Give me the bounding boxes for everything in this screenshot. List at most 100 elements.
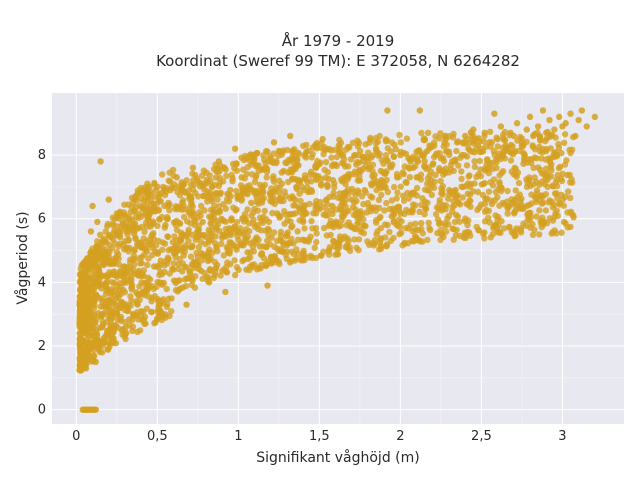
scatter-point <box>471 163 479 171</box>
scatter-point <box>240 156 247 164</box>
scatter-point <box>143 238 150 245</box>
scatter-point <box>409 189 417 196</box>
scatter-point <box>346 144 353 151</box>
scatter-point <box>290 202 297 209</box>
scatter-point <box>533 155 540 162</box>
scatter-point <box>480 138 487 145</box>
scatter-point <box>283 231 291 238</box>
scatter-point <box>244 191 251 198</box>
scatter-point <box>76 271 84 278</box>
scatter-point <box>212 189 219 197</box>
scatter-point <box>496 172 503 179</box>
scatter-point <box>158 297 165 304</box>
scatter-point <box>295 150 303 158</box>
scatter-point <box>554 195 561 202</box>
scatter-point <box>208 183 216 190</box>
scatter-point <box>171 250 179 257</box>
scatter-point <box>152 208 159 215</box>
scatter-point <box>128 194 136 201</box>
scatter-point <box>286 132 294 140</box>
scatter-point <box>125 248 132 255</box>
scatter-point <box>223 172 230 179</box>
scatter-point <box>173 174 180 181</box>
scatter-point <box>369 194 376 201</box>
scatter-point <box>201 207 208 214</box>
scatter-point <box>99 250 106 257</box>
scatter-point <box>494 229 502 236</box>
scatter-point <box>113 231 121 238</box>
scatter-point <box>294 228 301 235</box>
scatter-point <box>134 301 141 308</box>
scatter-point <box>155 194 162 202</box>
scatter-point <box>508 196 515 203</box>
scatter-point <box>318 175 325 183</box>
scatter-point <box>313 230 320 237</box>
scatter-point <box>90 310 98 318</box>
scatter-point <box>536 207 543 214</box>
scatter-point <box>159 246 166 253</box>
scatter-point <box>122 318 129 326</box>
scatter-point <box>263 216 270 223</box>
scatter-point <box>139 270 146 278</box>
scatter-point <box>320 224 328 232</box>
scatter-point <box>537 192 544 200</box>
scatter-point <box>93 255 100 262</box>
scatter-point <box>329 210 336 218</box>
scatter-point <box>270 229 278 236</box>
scatter-point <box>207 189 214 196</box>
scatter-point <box>421 136 428 143</box>
scatter-point <box>264 165 271 173</box>
scatter-point <box>539 107 547 114</box>
scatter-point <box>275 177 283 184</box>
scatter-point <box>499 168 507 175</box>
scatter-point <box>312 254 320 262</box>
scatter-point <box>156 261 163 268</box>
scatter-point <box>447 188 454 196</box>
scatter-point <box>542 191 550 198</box>
scatter-point <box>188 275 195 283</box>
scatter-point <box>467 203 474 210</box>
scatter-point <box>118 326 125 334</box>
scatter-point <box>93 293 101 300</box>
scatter-point <box>201 269 208 277</box>
scatter-point <box>523 138 530 146</box>
scatter-point <box>241 211 249 218</box>
scatter-point <box>518 139 526 146</box>
scatter-point <box>113 282 121 289</box>
scatter-point <box>395 216 403 223</box>
scatter-point <box>150 263 158 270</box>
scatter-point <box>497 123 505 130</box>
scatter-point <box>313 145 320 152</box>
scatter-point <box>470 188 477 195</box>
scatter-point <box>538 155 545 162</box>
y-tick-label: 0 <box>38 403 46 418</box>
scatter-point <box>424 236 431 243</box>
scatter-point <box>551 213 558 221</box>
scatter-point <box>217 272 224 279</box>
scatter-point <box>496 202 503 209</box>
scatter-point <box>533 178 540 185</box>
scatter-point <box>438 230 445 237</box>
scatter-point <box>264 282 271 289</box>
scatter-point <box>548 198 556 206</box>
scatter-point <box>341 233 348 240</box>
scatter-point <box>253 172 260 179</box>
scatter-point <box>578 107 586 114</box>
scatter-point <box>179 260 186 267</box>
scatter-point <box>330 193 337 200</box>
scatter-point <box>204 198 211 205</box>
scatter-point <box>413 184 421 192</box>
scatter-point <box>388 139 396 146</box>
scatter-point <box>102 228 109 235</box>
scatter-point <box>496 179 503 186</box>
scatter-point <box>368 240 375 247</box>
scatter-point <box>263 174 270 181</box>
scatter-point <box>470 126 477 133</box>
scatter-point <box>463 153 471 160</box>
scatter-point <box>338 159 346 167</box>
scatter-point <box>414 157 421 164</box>
scatter-point <box>296 177 304 184</box>
scatter-point <box>86 352 93 360</box>
scatter-point <box>405 155 412 162</box>
